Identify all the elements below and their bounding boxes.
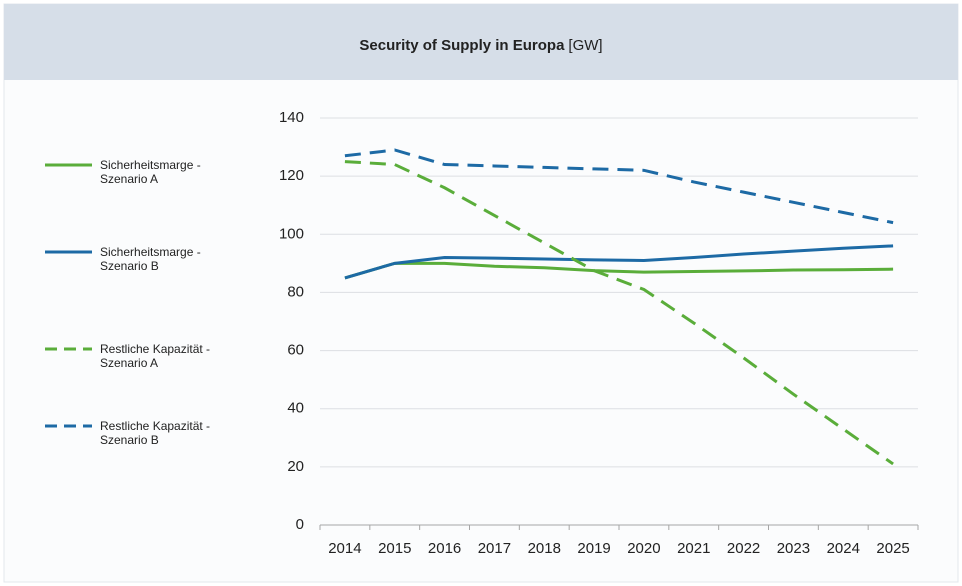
y-tick-label: 100 [279, 225, 304, 242]
chart-title: Security of Supply in Europa [GW] [359, 37, 602, 54]
legend-label: Sicherheitsmarge - Szenario B [100, 245, 201, 273]
x-tick-label: 2022 [727, 540, 760, 557]
y-tick-label: 20 [287, 458, 304, 475]
y-tick-label: 40 [287, 400, 304, 417]
series-line [344, 148, 894, 225]
x-tick-label: 2023 [777, 540, 810, 557]
y-tick-label: 60 [287, 342, 304, 359]
x-tick-label: 2016 [428, 540, 461, 557]
legend-label: Restliche Kapazität - Szenario A [100, 342, 211, 370]
series-line [344, 244, 894, 280]
x-tick-label: 2018 [528, 540, 561, 557]
x-tick-label: 2015 [378, 540, 411, 557]
x-tick-label: 2019 [577, 540, 610, 557]
x-tick-label: 2020 [627, 540, 660, 557]
series-line [344, 160, 894, 466]
x-tick-label: 2014 [328, 540, 361, 557]
frame [3, 3, 959, 583]
y-tick-label: 80 [287, 283, 304, 300]
title-unit: [GW] [568, 37, 602, 54]
title-text: Security of Supply in Europa [359, 37, 565, 54]
title-band [4, 4, 958, 80]
x-tick-label: 2017 [478, 540, 511, 557]
y-tick-label: 140 [279, 109, 304, 126]
legend-label: Restliche Kapazität - Szenario B [100, 419, 211, 447]
y-tick-label: 0 [296, 516, 304, 533]
x-tick-label: 2025 [876, 540, 909, 557]
y-tick-label: 120 [279, 167, 304, 184]
legend-label: Sicherheitsmarge - Szenario A [100, 158, 201, 186]
series-line [344, 261, 894, 280]
x-tick-label: 2021 [677, 540, 710, 557]
x-tick-label: 2024 [827, 540, 860, 557]
